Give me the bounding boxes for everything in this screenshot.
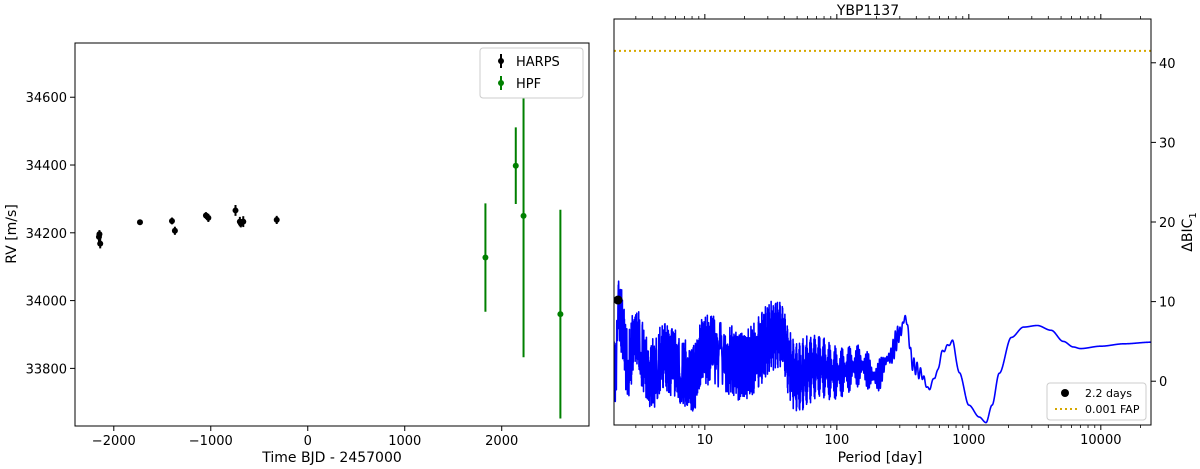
periodogram-legend: 2.2 days 0.001 FAP (1046, 382, 1147, 421)
periodogram-x-tick-label: 10 (697, 433, 714, 448)
rv-x-tick-label: 2000 (485, 434, 518, 449)
legend-peak-marker (1061, 389, 1069, 397)
rv-x-axis-label: Time BJD - 2457000 (261, 450, 402, 466)
periodogram-x-ticks: 10 100 1000 10000 (635, 14, 1141, 448)
periodogram-y-tick-label: 40 (1159, 57, 1176, 72)
harps-point (273, 216, 280, 223)
rv-legend-hpf-label: HPF (516, 77, 541, 92)
harps-point (171, 227, 178, 234)
periodogram-y-tick-label: 10 (1159, 296, 1176, 311)
harps-point (168, 217, 175, 224)
periodogram-title: YBP1137 (836, 3, 899, 19)
periodogram-y-axis-label-subscript: 1 (1188, 212, 1199, 218)
rv-x-tick-label: 1000 (388, 434, 421, 449)
periodogram-curve (614, 280, 1151, 424)
rv-legend-harps-label: HARPS (516, 55, 560, 70)
rv-axes-frame (74, 42, 590, 427)
rv-data-points (95, 74, 564, 419)
rv-legend-box (479, 47, 584, 99)
rv-y-tick-label: 34400 (26, 159, 67, 174)
rv-x-tick-label: −2000 (92, 434, 136, 449)
hpf-point (520, 212, 527, 219)
rv-x-tick-label: −1000 (189, 434, 233, 449)
rv-y-tick-label: 33800 (26, 362, 67, 377)
legend-fap-label: 0.001 FAP (1085, 403, 1140, 416)
harps-point (96, 231, 103, 238)
periodogram-axes-frame (613, 18, 1152, 426)
periodogram-x-tick-label: 1000 (952, 433, 985, 448)
rv-panel: −2000 −1000 0 1000 2000 33800 34000 34200 34400… (4, 42, 590, 466)
rv-legend: HARPS HPF (479, 47, 584, 99)
harps-point (97, 240, 104, 247)
periodogram-panel: YBP1137 10 100 1000 10000 0 10 20 30 40 Period … (613, 3, 1199, 466)
hpf-point (557, 311, 564, 318)
rv-y-tick-label: 34200 (26, 227, 67, 242)
harps-point (136, 219, 143, 226)
periodogram-legend-box (1046, 382, 1147, 421)
periodogram-x-tick-label: 100 (824, 433, 849, 448)
rv-y-tick-label: 34000 (26, 295, 67, 310)
peak-marker (613, 295, 623, 305)
periodogram-y-axis-label: ΔBIC1 (1180, 212, 1199, 251)
hpf-point (512, 162, 519, 169)
harps-point (205, 214, 212, 221)
hpf-point (482, 254, 489, 261)
rv-y-axis-label: RV [m/s] (4, 204, 20, 264)
rv-legend-hpf-marker (498, 80, 504, 86)
periodogram-y-tick-label: 0 (1159, 375, 1167, 390)
periodogram-y-tick-label: 30 (1159, 136, 1176, 151)
legend-peak-label: 2.2 days (1085, 387, 1132, 400)
harps-point (240, 218, 247, 225)
rv-y-tick-label: 34600 (26, 91, 67, 106)
rv-y-ticks: 33800 34000 34200 34400 34600 (26, 91, 75, 377)
periodogram-x-axis-label: Period [day] (838, 450, 923, 466)
rv-legend-harps-marker (498, 58, 504, 64)
periodogram-y-ticks: 0 10 20 30 40 (1151, 57, 1176, 390)
rv-x-ticks: −2000 −1000 0 1000 2000 (92, 426, 518, 449)
periodogram-y-tick-label: 20 (1159, 216, 1176, 231)
harps-point (232, 207, 239, 214)
periodogram-x-tick-label: 10000 (1080, 433, 1121, 448)
rv-x-tick-label: 0 (304, 434, 312, 449)
